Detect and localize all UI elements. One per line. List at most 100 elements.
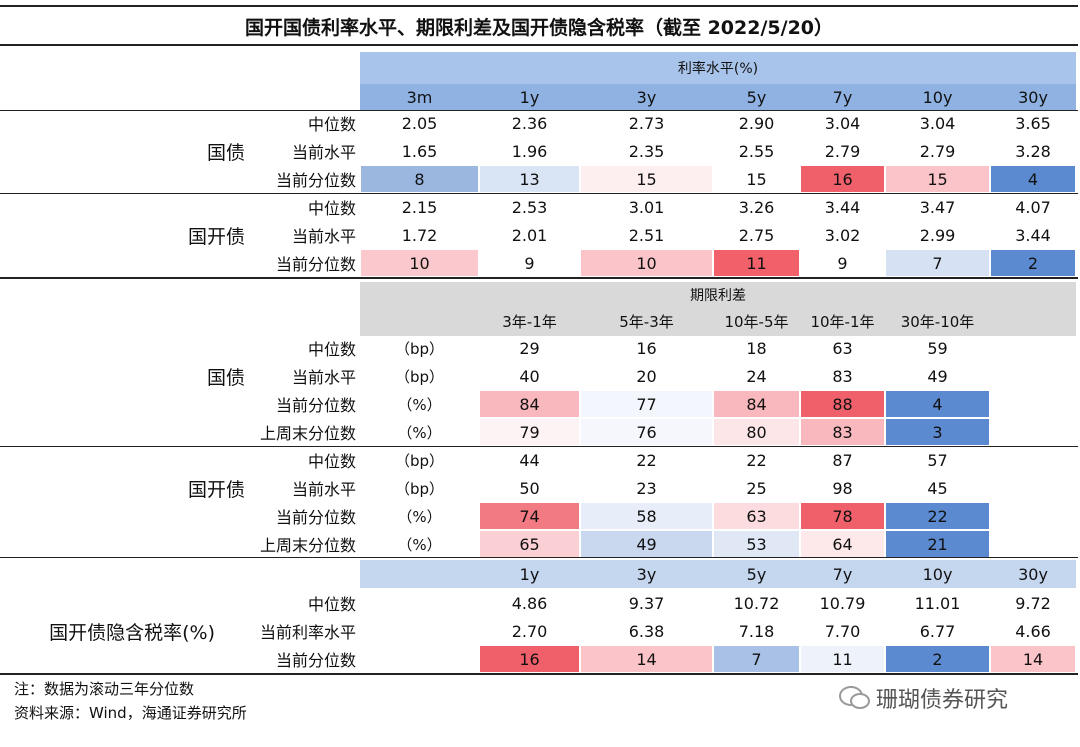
cell: 2.35 <box>628 141 665 161</box>
rule <box>0 446 1078 447</box>
cell: 84 <box>480 391 579 417</box>
column-header: 10年-5年 <box>724 312 789 331</box>
column-header: 10y <box>922 87 953 107</box>
cell: 23 <box>636 478 657 498</box>
header-band: 利率水平(%) <box>360 52 1076 84</box>
cell: 22 <box>636 450 657 470</box>
cell: 3.01 <box>628 197 665 217</box>
cell: 10.72 <box>733 593 780 613</box>
cell: 3.44 <box>824 197 861 217</box>
column-header: 5y <box>746 87 767 107</box>
cell: 80 <box>714 419 799 445</box>
column-header: 3m <box>406 87 433 107</box>
column-header: 5年-3年 <box>619 312 674 331</box>
unit: （bp） <box>394 367 445 386</box>
cell: 25 <box>746 478 767 498</box>
cell: 49 <box>927 366 948 386</box>
cell: 1.65 <box>401 141 438 161</box>
cell: 74 <box>480 503 579 529</box>
cell: 76 <box>581 419 712 445</box>
row-label: 当前分位数 <box>275 171 356 190</box>
cell: 57 <box>927 450 948 470</box>
unit: （bp） <box>394 479 445 498</box>
cell: 22 <box>746 450 767 470</box>
cell: 2.36 <box>511 113 548 133</box>
cell: 7 <box>886 250 989 276</box>
watermark: 珊瑚债券研究 <box>876 688 1009 713</box>
header-band <box>360 84 1076 110</box>
cell: 9.72 <box>1015 593 1051 613</box>
cell: 77 <box>581 391 712 417</box>
column-header: 1y <box>519 87 540 107</box>
row-label: 中位数 <box>307 452 356 471</box>
row-label: 上周末分位数 <box>259 536 356 555</box>
cell: 7 <box>714 646 799 672</box>
row-label: 当前分位数 <box>275 255 356 274</box>
group-label: 国债 <box>206 366 245 389</box>
rule <box>0 557 1078 558</box>
cell: 7.70 <box>824 621 861 641</box>
cell: 49 <box>581 531 712 557</box>
cell: 1.96 <box>511 141 548 161</box>
row-label: 中位数 <box>307 595 356 614</box>
cell: 6.77 <box>919 621 956 641</box>
cell: 3.28 <box>1015 141 1051 161</box>
column-header: 30y <box>1018 87 1048 107</box>
cell: 2.99 <box>919 225 956 245</box>
rule <box>0 277 1078 279</box>
cell: 15 <box>581 166 712 192</box>
unit: （bp） <box>394 339 445 358</box>
cell: 4.07 <box>1015 197 1051 217</box>
column-header: 5y <box>746 564 767 584</box>
column-header: 10y <box>922 564 953 584</box>
header-band <box>360 560 1076 588</box>
rule <box>0 673 1078 675</box>
cell: 59 <box>927 338 948 358</box>
cell: 14 <box>581 646 712 672</box>
column-header: 3年-1年 <box>502 312 557 331</box>
header-band <box>360 282 1076 336</box>
cell: 4.66 <box>1015 621 1051 641</box>
cell: 8 <box>361 166 478 192</box>
cell: 4 <box>991 166 1075 192</box>
cell: 16 <box>801 166 884 192</box>
cell: 4.86 <box>511 593 548 613</box>
cell: 10 <box>581 250 712 276</box>
cell: 16 <box>480 646 579 672</box>
cell: 4 <box>886 391 989 417</box>
unit: （%） <box>397 395 442 414</box>
note: 注：数据为滚动三年分位数 <box>14 679 195 698</box>
cell: 45 <box>927 478 948 498</box>
cell: 6.38 <box>628 621 665 641</box>
cell: 2.53 <box>511 197 548 217</box>
cell: 18 <box>746 338 767 358</box>
column-header: 7y <box>832 564 853 584</box>
cell: 79 <box>480 419 579 445</box>
cell: 2.01 <box>511 225 548 245</box>
row-label: 当前水平 <box>291 480 356 499</box>
cell: 40 <box>519 366 540 386</box>
cell: 2.05 <box>401 113 438 133</box>
row-label: 当前水平 <box>291 143 356 162</box>
column-header: 10年-1年 <box>810 312 875 331</box>
cell: 2 <box>886 646 989 672</box>
cell: 9.37 <box>628 593 665 613</box>
cell: 2.51 <box>628 225 665 245</box>
cell: 98 <box>832 478 853 498</box>
cell: 3.65 <box>1015 113 1051 133</box>
group-label: 国债 <box>206 141 245 164</box>
cell: 3.04 <box>919 113 956 133</box>
row-label: 中位数 <box>307 115 356 134</box>
cell: 2.75 <box>738 225 775 245</box>
row-label: 当前分位数 <box>275 651 356 670</box>
rule <box>0 5 1078 7</box>
cell: 58 <box>581 503 712 529</box>
column-header: 30年-10年 <box>900 312 975 331</box>
section-header: 期限利差 <box>690 288 746 304</box>
row-label: 当前分位数 <box>275 396 356 415</box>
cell: 64 <box>801 531 884 557</box>
cell: 11 <box>801 646 884 672</box>
cell: 1.72 <box>401 225 438 245</box>
cell: 3.26 <box>738 197 775 217</box>
